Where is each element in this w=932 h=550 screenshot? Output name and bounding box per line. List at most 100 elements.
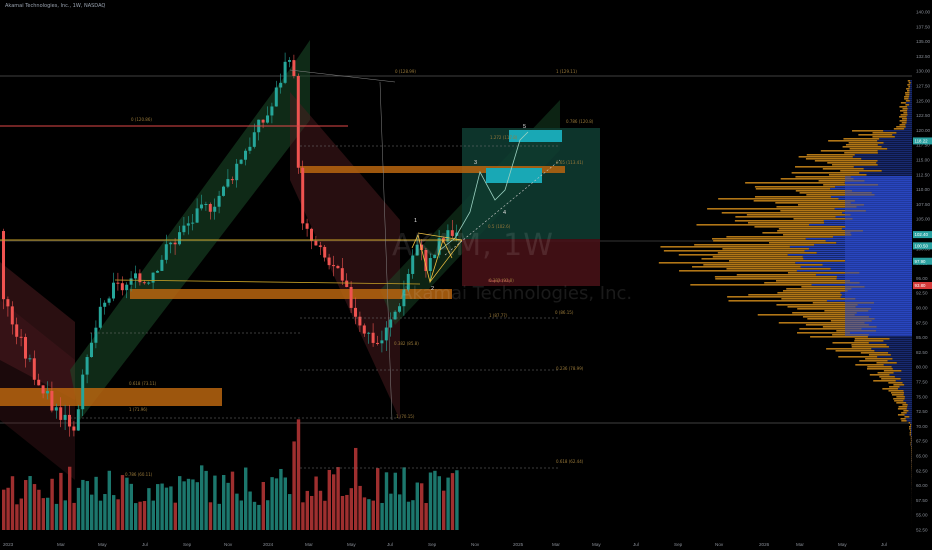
volume-bar [156,484,160,530]
volume-bar [376,468,380,530]
vp-bar-up [888,346,912,348]
candle-body [446,230,450,242]
vp-bar-up [874,350,912,352]
vp-bar-up [900,378,912,380]
vp-bar-down [909,428,911,430]
vp-bar-down [780,210,866,212]
candle-body [301,167,305,224]
candle-body [186,223,190,226]
vp-bar-down [905,100,910,102]
volume-bar [257,504,261,530]
candle-body [437,238,441,255]
candle-body [318,245,322,247]
vp-bar-up [894,136,912,138]
vp-bar-down [900,418,906,420]
vp-bar-down [787,272,860,274]
candle-body [279,82,283,88]
volume-bar [411,500,415,530]
vp-bar-down [854,338,890,340]
volume-bar [270,477,274,530]
vp-bar-down [660,246,790,248]
candle-body [178,232,181,245]
vp-bar-up [905,126,912,128]
candle-body [384,327,388,341]
vp-bar-up [854,154,912,156]
wave-label: 1 [414,218,417,224]
volume-bar [164,487,169,530]
vp-bar-down [906,88,910,90]
volume-bar [406,501,411,530]
candle-body [283,61,287,83]
volume-bar [208,502,213,530]
volume-bar [244,467,248,530]
vp-bar-down [814,160,878,162]
vp-bar-up [877,144,912,146]
vp-bar-down [753,200,855,202]
vp-bar-down [910,436,912,438]
vp-bar-down [818,180,865,182]
volume-bar [50,478,54,530]
volume-bar [10,476,15,530]
vp-bar-down [902,404,908,406]
vp-bar-up [861,158,912,160]
vp-bar-down [894,400,904,402]
vp-bar-down [866,368,893,370]
candle-body [112,282,115,299]
vp-bar-down [854,340,884,342]
volume-bar [160,483,164,530]
vp-bar-down [828,140,878,142]
candle-body [103,302,107,307]
candle-body [345,280,349,287]
vp-bar-down [776,206,857,208]
vp-bar-up [859,172,912,174]
candle-body [327,257,331,266]
name-watermark: Akamai Technologies, Inc. [400,283,633,304]
candle-body [85,357,89,375]
vp-bar-down [860,352,889,354]
vp-bar-up [889,338,912,340]
vp-bar-down [902,108,908,110]
vp-bar-down [711,238,806,240]
vp-bar-down [900,110,908,112]
vp-bar-down [727,296,841,298]
volume-bar [46,497,50,530]
candle-body [261,119,265,123]
vp-bar-down [726,268,831,270]
volume-bar [68,466,72,530]
price-tick-label: 105.00 [916,217,930,222]
volume-bar [191,479,195,530]
vp-bar-down [859,360,888,362]
vp-bar-down [777,292,841,294]
price-axis[interactable]: 140.00 137.50 135.00 132.50 130.00 127.50 125.… [912,0,932,550]
vp-bar-down [908,86,911,88]
vp-bar-down [893,128,905,130]
candle-body [164,244,168,260]
vp-bar-up [868,342,912,344]
vp-bar-down [778,228,842,230]
time-axis[interactable]: 2023 Mar May Jul Sep Nov 2024 Mar May Jul Sep Nov 20… [3,542,887,547]
candle-body [213,206,217,212]
volume-bar [323,500,327,530]
candle-body [274,87,278,107]
vp-bar-up [910,428,912,430]
vp-bar-up [896,132,912,134]
vp-bar-up [888,352,912,354]
vp-bar-up [894,376,912,378]
time-tick-label: May [98,542,107,547]
volume-bar [332,474,336,530]
price-tick-label: 140.00 [916,10,930,15]
vp-bar-up [902,382,912,384]
price-tick-label: 62.50 [916,468,928,473]
vp-bar-down [903,112,908,114]
vp-bar-up [909,100,912,102]
vp-bar-down [909,432,912,434]
time-tick-label: Jul [881,542,887,547]
time-tick-label: 2026 [759,542,770,547]
pivot-line-2 [114,279,421,285]
volume-bar [213,475,217,530]
vp-bar-down [867,366,892,368]
vp-bar-down [911,446,912,448]
volume-bar [138,501,142,530]
time-tick-label: Sep [183,542,192,547]
